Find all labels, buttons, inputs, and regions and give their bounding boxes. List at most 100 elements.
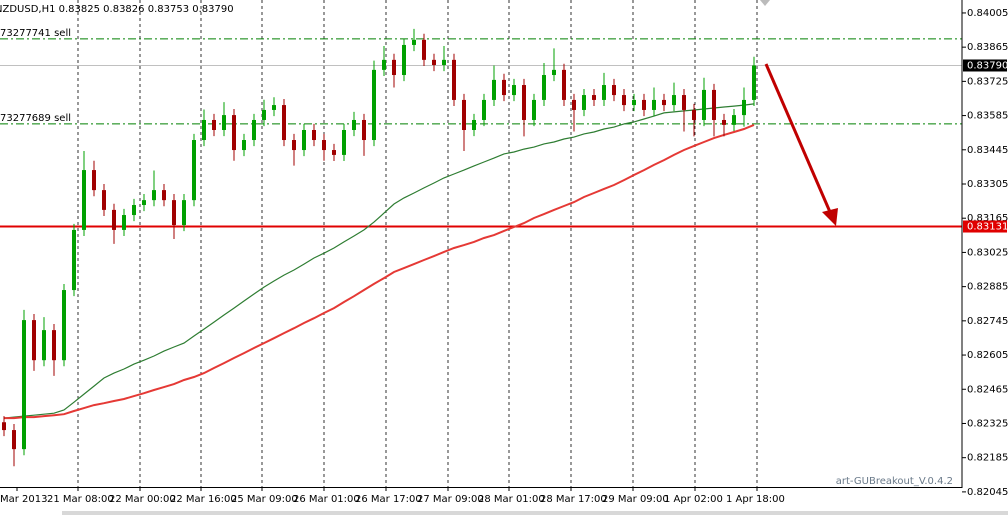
candle-body [392,59,396,76]
candle-body [122,215,126,230]
candle-body [692,109,696,120]
candle-body [752,65,756,100]
y-tick-label: 0.83585 [967,111,1008,122]
candle-body [62,290,66,361]
candle-body [172,200,176,226]
candle-body [332,150,336,155]
candle-body [542,75,546,100]
candle-body [432,59,436,65]
candle-body [312,129,316,141]
candle-body [222,115,226,130]
scrollbar[interactable] [62,511,1008,515]
x-tick-label: 28 Mar 17:00 [540,494,607,505]
candle-body [512,85,516,96]
candle-body [602,85,606,100]
candle-body [632,99,636,106]
y-tick-label: 0.82885 [967,282,1008,293]
watermark: art-GUBreakout_V.0.4.2 [836,476,953,487]
candle-body [362,119,366,141]
y-tick-label: 0.83865 [967,42,1008,53]
plot-area: 73277741 sell 73277689 sell [0,0,962,487]
y-tick-label: 0.82045 [967,487,1008,498]
candle-body [442,59,446,65]
y-tick-label: 0.82465 [967,384,1008,395]
candle-body [662,99,666,106]
candle-body [572,99,576,110]
candle-body [402,44,406,76]
order-label: 73277741 sell [0,28,71,39]
forecast-arrowhead [822,208,838,226]
chart-title: NZDUSD,H1 0.83825 0.83826 0.83753 0.8379… [0,4,234,15]
y-tick-label: 0.82605 [967,350,1008,361]
candle-body [492,79,496,100]
y-tick-label: 0.83445 [967,145,1008,156]
candle-body [102,190,106,210]
candle-body [682,95,686,110]
candle-body [192,140,196,201]
candle-body [742,99,746,116]
candle-body [722,119,726,125]
candle-body [182,200,186,226]
candle-body [342,129,346,155]
x-tick-label: 22 Mar 16:00 [170,494,237,505]
candle-body [552,69,556,76]
moving-average [3,103,755,419]
support-price-box [963,220,1007,233]
x-tick-label: 26 Mar 01:00 [293,494,360,505]
candle-body [642,99,646,110]
forecast-arrow [764,63,832,213]
candle-body [272,105,276,110]
candle-body [702,89,706,120]
support-price-label: 0.83131 [967,222,1008,233]
y-tick-label: 0.82745 [967,316,1008,327]
x-tick-label: 26 Mar 17:00 [355,494,422,505]
candle-body [482,99,486,120]
candle-body [132,205,136,216]
candle-body [292,140,296,151]
candle-body [202,119,206,141]
candle-body [532,99,536,120]
order-label: 73277689 sell [0,113,71,124]
candle-body [462,99,466,130]
candle-body [82,170,86,230]
candle-body [52,330,56,361]
y-tick-label: 0.82325 [967,418,1008,429]
candle-body [672,95,676,106]
last-price-label: 0.83790 [967,60,1008,71]
y-tick-label: 0.83725 [967,76,1008,87]
shift-marker [760,0,770,6]
candle-body [502,79,506,96]
candle-body [92,170,96,191]
candle-body [302,129,306,151]
x-tick-label: 28 Mar 01:00 [478,494,545,505]
candle-body [522,85,526,120]
x-tick-label: Mar 2013 [0,494,48,505]
x-tick-label: 22 Mar 00:00 [109,494,176,505]
y-tick-label: 0.83165 [967,213,1008,224]
candle-body [232,115,236,151]
candle-body [152,190,156,201]
candle-body [382,59,386,70]
candle-body [422,39,426,60]
candle-body [562,69,566,100]
candle-body [12,430,16,450]
candle-body [452,59,456,100]
candle-body [2,422,6,431]
candle-body [582,95,586,110]
y-tick-label: 0.83305 [967,179,1008,190]
candle-body [732,115,736,125]
candle-body [652,99,656,110]
x-tick-label: 1 Apr 18:00 [726,494,785,505]
x-tick-label: 21 Mar 08:00 [47,494,114,505]
candle-body [252,119,256,141]
candle-body [72,229,76,291]
x-tick-label: 29 Mar 09:00 [602,494,669,505]
candle-body [42,330,46,361]
candle-body [162,190,166,201]
candle-body [592,95,596,100]
candle-body [372,69,376,141]
candle-body [352,119,356,130]
candle-body [22,320,26,450]
